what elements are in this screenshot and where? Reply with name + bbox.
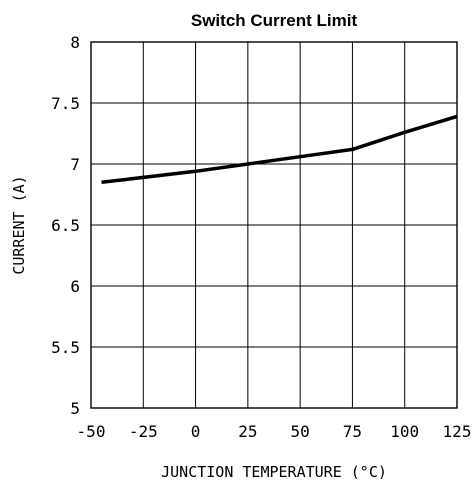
x-tick-label: 25 xyxy=(238,422,257,441)
y-tick-label: 6 xyxy=(70,277,80,296)
y-axis-label: CURRENT (A) xyxy=(10,175,28,274)
x-tick-label: -50 xyxy=(77,422,106,441)
x-tick-label: 75 xyxy=(343,422,362,441)
chart-title: Switch Current Limit xyxy=(191,11,358,30)
y-tick-label: 6.5 xyxy=(51,216,80,235)
series-layer xyxy=(101,114,458,185)
x-axis-label: JUNCTION TEMPERATURE (°C) xyxy=(161,463,387,481)
x-tick-label: 50 xyxy=(291,422,310,441)
grid-lines xyxy=(91,42,457,408)
y-tick-label: 7 xyxy=(70,155,80,174)
x-tick-labels: -50 -25 0 25 50 75 100 125 xyxy=(77,422,472,441)
series-line xyxy=(101,114,458,185)
y-tick-label: 5 xyxy=(70,399,80,418)
y-tick-label: 8 xyxy=(70,33,80,52)
x-tick-label: 100 xyxy=(390,422,419,441)
x-tick-label: 0 xyxy=(191,422,201,441)
x-tick-label: 125 xyxy=(443,422,472,441)
y-tick-label: 7.5 xyxy=(51,94,80,113)
x-tick-label: -25 xyxy=(129,422,158,441)
y-tick-label: 5.5 xyxy=(51,338,80,357)
plot-area-frame xyxy=(90,41,458,409)
y-tick-labels: 5 5.5 6 6.5 7 7.5 8 xyxy=(51,33,80,418)
